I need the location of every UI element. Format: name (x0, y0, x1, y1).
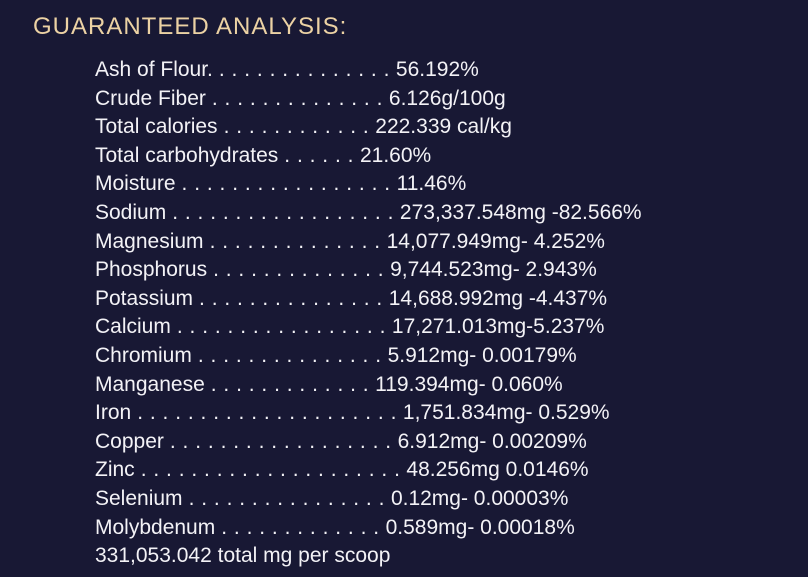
nutrient-value: 222.339 cal/kg (375, 115, 512, 139)
analysis-row: Sodium. . . . . . . . . . . . . . . . . … (95, 199, 808, 228)
analysis-row: Manganese. . . . . . . . . . . . . 119.39… (95, 371, 808, 400)
nutrient-name: Molybdenum (95, 515, 216, 539)
analysis-row: Magnesium. . . . . . . . . . . . . . 14,0… (95, 228, 808, 257)
nutrient-name: Selenium (95, 486, 183, 510)
dot-leader: . . . . . . . . . . . . . . . (199, 286, 383, 310)
dot-leader: . . . . . . . . . . . . (223, 115, 370, 139)
nutrient-value: 48.256mg 0.0146% (406, 458, 589, 482)
analysis-row: Total calories. . . . . . . . . . . . 222… (95, 113, 808, 142)
analysis-row: Chromium. . . . . . . . . . . . . . . 5.9… (95, 342, 808, 371)
analysis-row: Calcium. . . . . . . . . . . . . . . . .… (95, 313, 808, 342)
nutrient-value: 56.192% (395, 58, 479, 81)
analysis-row: Molybdenum. . . . . . . . . . . . . 0.589… (95, 514, 808, 543)
nutrient-value: 119.394mg- 0.060% (375, 372, 563, 396)
dot-leader: . . . . . . . . . . . . . (210, 372, 370, 396)
nutrient-name: Moisture (95, 172, 176, 196)
analysis-row: Copper. . . . . . . . . . . . . . . . . … (95, 428, 808, 457)
dot-leader: . . . . . . . . . . . . . . . . . . (172, 200, 394, 224)
nutrient-value: 0.12mg- 0.00003% (390, 486, 569, 510)
nutrient-value: 14,688.992mg -4.437% (388, 286, 608, 310)
nutrient-value: 273,337.548mg -82.566% (399, 200, 642, 224)
panel-title: GUARANTEED ANALYSIS: (33, 13, 348, 40)
analysis-row: Moisture. . . . . . . . . . . . . . . . … (95, 170, 808, 199)
nutrient-name: Magnesium (95, 229, 204, 253)
analysis-row: Iron. . . . . . . . . . . . . . . . . . … (95, 399, 808, 428)
nutrient-name: Total calories (95, 115, 218, 139)
dot-leader: . . . . . . . . . . . . . . (211, 86, 383, 110)
nutrient-name: Iron (95, 401, 132, 425)
dot-leader: . . . . . . . . . . . . . . (209, 229, 381, 253)
dot-leader: . . . . . . . . . . . . . . . . . . . . … (137, 401, 397, 425)
nutrient-value: 17,271.013mg-5.237% (391, 315, 605, 339)
dot-leader: . . . . . . . . . . . . . (221, 515, 380, 539)
nutrient-name: Zinc (95, 458, 135, 482)
analysis-row: Potassium. . . . . . . . . . . . . . . 14… (95, 285, 808, 314)
nutrient-name: Copper (95, 429, 164, 453)
nutrient-name: Potassium (95, 286, 194, 310)
dot-leader: . . . . . . . . . . . . . . . (197, 343, 382, 367)
nutrient-name: Crude Fiber (95, 86, 206, 110)
dot-leader: . . . . . . . . . . . . . . . . (188, 486, 385, 510)
dot-leader: . . . . . . . . . . . . . . (213, 258, 385, 282)
nutrient-value: 9,744.523mg- 2.943% (390, 258, 597, 282)
nutrient-name: Chromium (95, 343, 192, 367)
analysis-row: Ash of Flour.. . . . . . . . . . . . . .… (95, 56, 808, 85)
nutrient-value: 5.912mg- 0.00179% (387, 343, 577, 367)
nutrient-value: 6.912mg- 0.00209% (397, 429, 587, 453)
dot-leader: . . . . . . . . . . . . . . (218, 58, 390, 81)
nutrient-value: 0.589mg- 0.00018% (385, 515, 575, 539)
dot-leader: . . . . . . (284, 143, 354, 167)
total-mg-per-scoop-line: 331,053.042 total mg per scoop (95, 544, 391, 568)
nutrient-value: 1,751.834mg- 0.529% (402, 401, 610, 425)
analysis-row: Crude Fiber. . . . . . . . . . . . . . 6.… (95, 85, 808, 114)
dot-leader: . . . . . . . . . . . . . . . . . . (169, 429, 392, 453)
nutrient-value: 14,077.949mg- 4.252% (386, 229, 605, 253)
analysis-row: Phosphorus. . . . . . . . . . . . . . 9,7… (95, 256, 808, 285)
dot-leader: . . . . . . . . . . . . . . . . . . . . … (140, 458, 401, 482)
analysis-row: Total carbohydrates. . . . . . 21.60% (95, 142, 808, 171)
nutrient-name: Phosphorus (95, 258, 208, 282)
dot-leader: . . . . . . . . . . . . . . . . . (181, 172, 391, 196)
nutrient-name: Manganese (95, 372, 205, 396)
nutrient-value: 11.46% (396, 172, 467, 196)
dot-leader: . . . . . . . . . . . . . . . . . (176, 315, 386, 339)
nutrient-name: Total carbohydrates (95, 143, 279, 167)
analysis-row: Zinc. . . . . . . . . . . . . . . . . . … (95, 456, 808, 485)
analysis-row: Selenium. . . . . . . . . . . . . . . .0… (95, 485, 808, 514)
nutrient-name: Calcium (95, 315, 171, 339)
nutrient-name: Sodium (95, 200, 167, 224)
nutrient-value: 6.126g/100g (388, 86, 506, 110)
nutrient-name: Ash of Flour. (95, 58, 213, 81)
analysis-list: Ash of Flour.. . . . . . . . . . . . . .… (95, 56, 808, 542)
nutrient-value: 21.60% (359, 143, 432, 167)
